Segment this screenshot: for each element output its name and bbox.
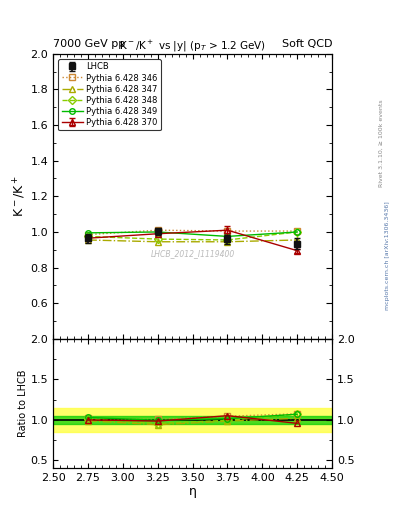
Pythia 6.428 346 [155, 227, 160, 233]
Pythia 6.428 348 [295, 229, 299, 235]
Text: Soft QCD: Soft QCD [282, 38, 332, 49]
Y-axis label: Ratio to LHCB: Ratio to LHCB [18, 370, 28, 437]
Pythia 6.428 347 [155, 239, 160, 245]
Pythia 6.428 347 [225, 239, 230, 245]
Pythia 6.428 348 [155, 236, 160, 242]
Title: K$^-$/K$^+$ vs |y| (p$_T$ > 1.2 GeV): K$^-$/K$^+$ vs |y| (p$_T$ > 1.2 GeV) [119, 39, 266, 54]
Text: Rivet 3.1.10, ≥ 100k events: Rivet 3.1.10, ≥ 100k events [379, 99, 384, 187]
Pythia 6.428 349 [86, 230, 90, 236]
Pythia 6.428 346 [295, 228, 299, 234]
Line: Pythia 6.428 349: Pythia 6.428 349 [85, 229, 300, 239]
Pythia 6.428 348 [86, 233, 90, 240]
Text: LHCB_2012_I1119400: LHCB_2012_I1119400 [151, 249, 235, 258]
Pythia 6.428 347 [295, 237, 299, 243]
Line: Pythia 6.428 347: Pythia 6.428 347 [85, 237, 300, 245]
Pythia 6.428 348 [225, 237, 230, 243]
Pythia 6.428 347 [86, 237, 90, 243]
Text: 7000 GeV pp: 7000 GeV pp [53, 38, 125, 49]
Legend: LHCB, Pythia 6.428 346, Pythia 6.428 347, Pythia 6.428 348, Pythia 6.428 349, Py: LHCB, Pythia 6.428 346, Pythia 6.428 347… [58, 59, 161, 130]
Pythia 6.428 349 [295, 229, 299, 235]
Y-axis label: K$^-$/K$^+$: K$^-$/K$^+$ [11, 175, 28, 217]
Line: Pythia 6.428 346: Pythia 6.428 346 [85, 227, 300, 238]
X-axis label: η: η [189, 485, 196, 498]
Text: mcplots.cern.ch [arXiv:1306.3436]: mcplots.cern.ch [arXiv:1306.3436] [385, 202, 389, 310]
Pythia 6.428 349 [155, 229, 160, 235]
Pythia 6.428 346 [86, 231, 90, 238]
Pythia 6.428 346 [225, 228, 230, 234]
Pythia 6.428 349 [225, 233, 230, 240]
Line: Pythia 6.428 348: Pythia 6.428 348 [85, 229, 300, 243]
